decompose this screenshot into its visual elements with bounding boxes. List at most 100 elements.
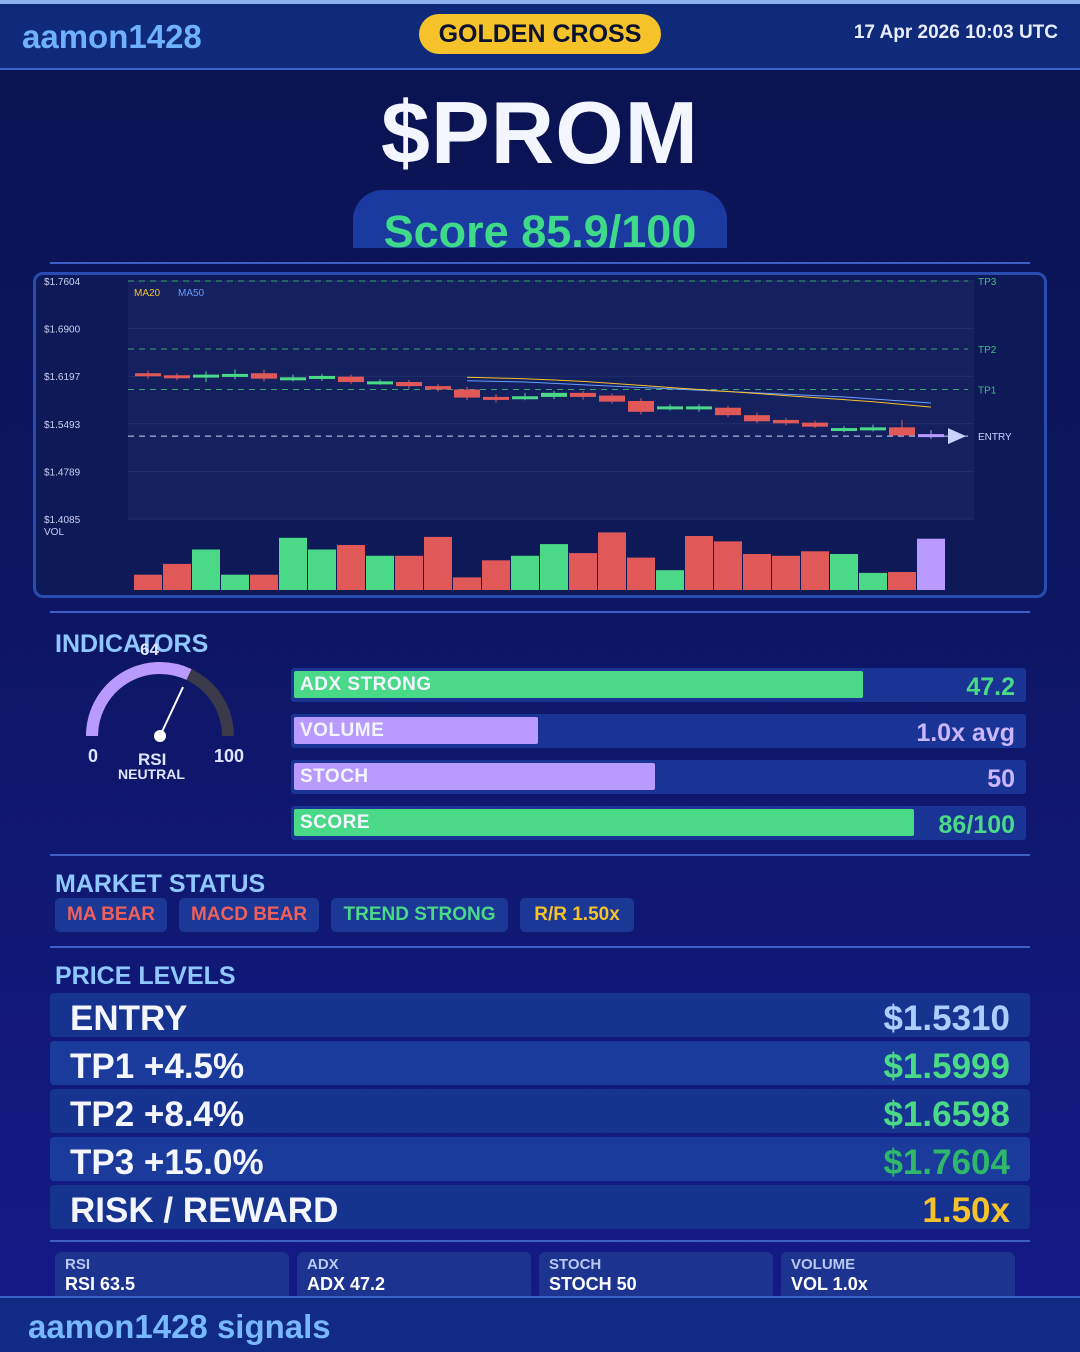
level-label-entry: ENTRY (978, 432, 1012, 443)
level-row-tp1: TP1 +4.5% $1.5999 (50, 1041, 1030, 1086)
status-tag-ma: MA BEAR (55, 898, 167, 932)
candle-body (802, 422, 828, 427)
volume-bar (453, 577, 481, 590)
indicators-title: INDICATORS (55, 630, 209, 658)
candle-body (164, 375, 190, 379)
candle-body (367, 381, 393, 385)
volume-bar (250, 574, 278, 590)
market-status-title: MARKET STATUS (55, 870, 266, 898)
candle-body (657, 406, 683, 410)
volume-bar (366, 555, 394, 590)
level-label: TP3 +15.0% (70, 1143, 264, 1182)
stat-value: STOCH 50 (549, 1274, 637, 1294)
volume-bar (656, 570, 684, 590)
indicator-bar-label: SCORE (300, 812, 371, 833)
y-tick-label: $1.7604 (44, 277, 81, 288)
rsi-gauge-track (86, 662, 234, 737)
indicator-bar-label: STOCH (300, 766, 369, 787)
stat-value: VOL 1.0x (791, 1274, 868, 1294)
legend-ma50: MA50 (178, 288, 205, 299)
y-tick-label: $1.4789 (44, 467, 81, 478)
candle-body (512, 396, 538, 400)
candle-body (280, 377, 306, 381)
divider (50, 611, 1030, 613)
indicator-bar-value: 47.2 (966, 673, 1015, 701)
level-value: $1.7604 (883, 1143, 1010, 1182)
status-tag-trend: TREND STRONG (331, 898, 508, 932)
volume-bar (743, 554, 771, 590)
candle-body (193, 374, 219, 378)
volume-bar (685, 536, 713, 590)
indicator-bar-label: VOLUME (300, 720, 385, 741)
volume-bar (337, 545, 365, 590)
stat-card-adx: ADX ADX 47.2 (297, 1252, 531, 1296)
candle-body (251, 373, 277, 379)
level-label: ENTRY (70, 999, 188, 1038)
entry-arrow-icon (948, 428, 966, 445)
level-row-entry: ENTRY $1.5310 (50, 993, 1030, 1038)
author-handle[interactable]: aamon1428 (22, 18, 202, 55)
level-label: RISK / REWARD (70, 1191, 339, 1230)
signal-badge: GOLDEN CROSS (419, 14, 661, 54)
volume-bar (569, 553, 597, 590)
candle-body (454, 389, 480, 398)
indicator-bar-value: 1.0x avg (916, 719, 1015, 747)
volume-bar (859, 572, 887, 590)
indicator-bar-fill (294, 717, 539, 744)
volume-bar (714, 541, 742, 590)
stat-value: ADX 47.2 (307, 1274, 386, 1294)
rsi-gauge-value: 64 (140, 640, 159, 659)
level-label-tp3: TP3 (978, 277, 997, 288)
volume-bar (192, 549, 220, 590)
top-accent-line (0, 0, 1080, 4)
stat-key: VOLUME (791, 1256, 856, 1273)
rsi-gauge-max: 100 (214, 746, 245, 766)
level-label: TP1 +4.5% (70, 1047, 245, 1086)
indicator-bar-label: ADX STRONG (300, 674, 432, 695)
rsi-gauge-needle (159, 686, 184, 737)
candle-body (396, 382, 422, 387)
volume-bar (221, 574, 249, 590)
stat-card-rsi: RSI RSI 63.5 (55, 1252, 289, 1296)
indicator-bar-value: 50 (987, 765, 1015, 793)
footer-text: aamon1428 signals (28, 1308, 331, 1345)
volume-bar (308, 549, 336, 590)
level-value: $1.6598 (883, 1095, 1010, 1134)
level-row-tp3: TP3 +15.0% $1.7604 (50, 1137, 1030, 1182)
candle-body (135, 373, 161, 377)
volume-bar (801, 551, 829, 590)
level-row-tp2: TP2 +8.4% $1.6598 (50, 1089, 1030, 1134)
divider (50, 1240, 1030, 1242)
candle-body (889, 427, 915, 436)
candle-body (541, 392, 567, 397)
candle-body (773, 419, 799, 424)
volume-bar (482, 560, 510, 590)
status-tag-macd: MACD BEAR (179, 898, 319, 932)
indicator-bar-fill (294, 809, 914, 836)
price-chart[interactable]: $1.7604 $1.6900 $1.6197 $1.5493 $1.4789 $1.40… (33, 272, 1047, 598)
volume-bar (772, 555, 800, 590)
stat-card-volume: VOLUME VOL 1.0x (781, 1252, 1015, 1296)
stat-card-stoch: STOCH STOCH 50 (539, 1252, 773, 1296)
footer-bar (0, 1296, 1080, 1352)
chart-svg: $1.7604 $1.6900 $1.6197 $1.5493 $1.4789 $1.40… (44, 277, 1012, 590)
volume-bar (540, 544, 568, 590)
stat-key: RSI (65, 1256, 91, 1273)
candle-body (831, 428, 857, 432)
indicator-bar-adx: ADX STRONG 47.2 (291, 668, 1026, 702)
volume-bar (627, 557, 655, 590)
volume-label: VOL (44, 527, 64, 538)
rsi-status: NEUTRAL (118, 766, 185, 782)
candle-body (222, 373, 248, 377)
candle-body (483, 396, 509, 400)
level-row-risk-reward: RISK / REWARD 1.50x (50, 1185, 1030, 1230)
indicator-bar-fill (294, 763, 655, 790)
candle-body (860, 427, 886, 431)
stat-value: RSI 63.5 (65, 1274, 136, 1294)
rsi-gauge-fill (86, 662, 192, 737)
candle-body (309, 375, 335, 379)
divider (50, 854, 1030, 856)
indicator-bar-value: 86/100 (938, 811, 1015, 839)
candle-body (744, 415, 770, 422)
status-tag-rr: R/R 1.50x (520, 898, 634, 932)
